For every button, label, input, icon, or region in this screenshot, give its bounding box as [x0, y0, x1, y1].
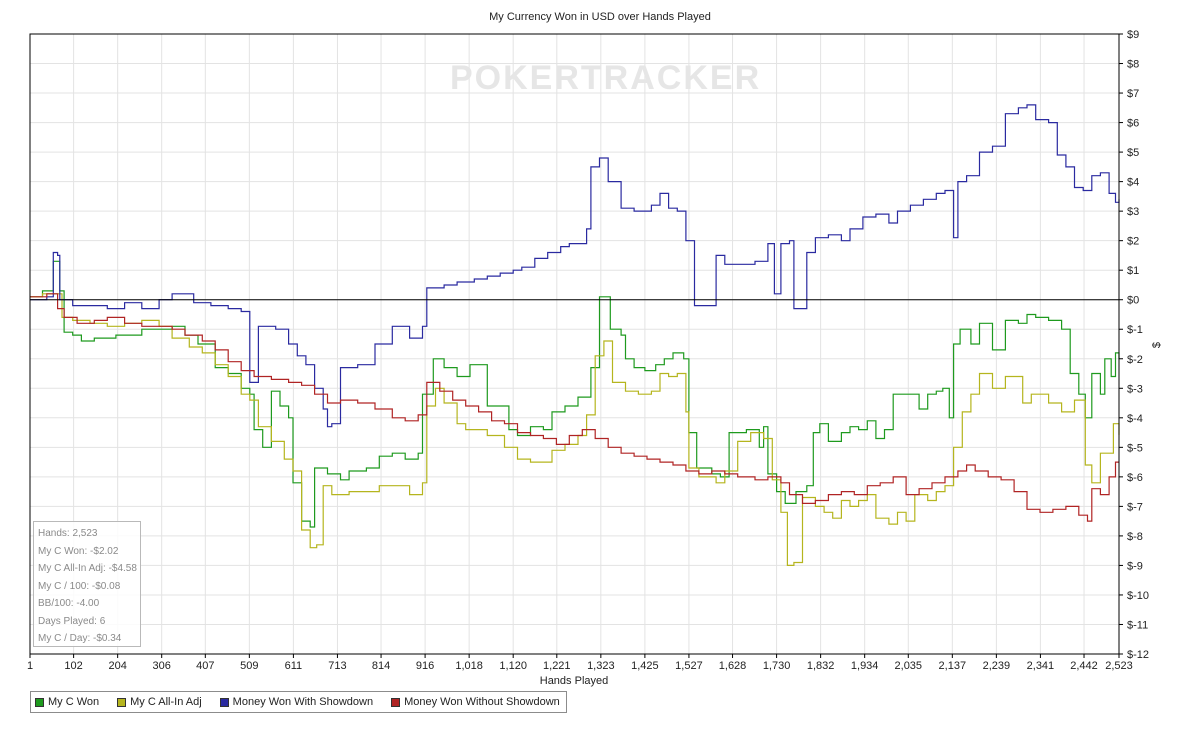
x-tick-label: 1,527: [675, 660, 703, 672]
x-tick-label: 2,523: [1105, 660, 1133, 672]
x-tick-label: 102: [64, 660, 82, 672]
x-tick-label: 916: [416, 660, 434, 672]
stats-line: My C / Day: -$0.34: [38, 633, 122, 644]
x-tick-label: 1,832: [807, 660, 835, 672]
x-tick-label: 611: [285, 660, 303, 672]
legend-label: My C All-In Adj: [130, 696, 202, 708]
x-tick-label: 2,442: [1070, 660, 1098, 672]
y-tick-label: $8: [1127, 59, 1139, 71]
legend-item[interactable]: My C All-In Adj: [117, 696, 202, 708]
y-tick-label: $6: [1127, 118, 1139, 130]
y-tick-label: $4: [1127, 177, 1139, 189]
y-tick-label: $0: [1127, 295, 1139, 307]
legend-item[interactable]: My C Won: [35, 696, 99, 708]
x-tick-label: 814: [372, 660, 390, 672]
x-tick-label: 204: [108, 660, 126, 672]
x-tick-label: 1,628: [719, 660, 747, 672]
legend: My C Won My C All-In Adj Money Won With Sh…: [30, 691, 567, 713]
series-line-my-c-won: [30, 260, 1120, 528]
legend-swatch: [35, 697, 44, 707]
x-tick-label: 2,035: [895, 660, 923, 672]
x-tick-label: 1: [27, 660, 33, 672]
series-line-money-won-with-showdown: [30, 104, 1120, 428]
x-axis-label: Hands Played: [540, 675, 609, 687]
stats-line: Days Played: 6: [38, 615, 106, 627]
stats-line: BB/100: -4.00: [38, 598, 100, 609]
y-tick-label: $-11: [1127, 619, 1148, 631]
legend-item[interactable]: Money Won With Showdown: [219, 696, 374, 708]
plot-frame: [29, 33, 1120, 655]
legend-swatch: [117, 697, 127, 707]
x-tick-label: 1,934: [851, 660, 879, 672]
y-tick-label: $-2: [1127, 354, 1143, 366]
y-tick-label: $-9: [1127, 560, 1143, 572]
legend-item[interactable]: Money Won Without Showdown: [391, 696, 560, 708]
y-tick-label: $5: [1127, 147, 1139, 159]
y-axis-label: $: [1151, 342, 1163, 348]
legend-label: My C Won: [48, 696, 100, 708]
y-tick-label: $-12: [1127, 649, 1149, 661]
stats-line: My C All-In Adj: -$4.58: [38, 563, 137, 574]
x-tick-label: 509: [240, 660, 258, 672]
y-tick-label: $-10: [1127, 590, 1149, 602]
stats-box: Hands: 2,523 My C Won: -$2.02 My C All-In …: [33, 521, 141, 647]
legend-label: Money Won With Showdown: [232, 696, 374, 708]
y-tick-label: $-3: [1127, 383, 1143, 395]
stats-line: My C Won: -$2.02: [38, 545, 119, 557]
stats-line: My C / 100: -$0.08: [38, 580, 121, 592]
x-tick-label: 713: [328, 660, 346, 672]
x-tick-label: 1,425: [631, 660, 659, 672]
stats-line: Hands: 2,523: [38, 528, 98, 539]
y-tick-label: $-7: [1127, 501, 1143, 513]
legend-swatch: [391, 697, 401, 707]
watermark-logo: POKERTRACKER: [450, 59, 761, 97]
y-axis: $9 $8 $7 $6 $5 $4 $3 $2 $1 $0 $-1 $-2 $-3 $-4 $-5 $-6 $-…: [1119, 29, 1149, 661]
x-tick-label: 2,341: [1027, 660, 1055, 672]
y-tick-label: $-6: [1127, 472, 1143, 484]
series-line-my-c-all-in-adj: [30, 293, 1120, 566]
x-axis: 1 102 204 306 407 509 611 713 814 916 1,018 1,120 1,…: [27, 654, 1133, 672]
x-tick-label: 407: [196, 660, 214, 672]
legend-label: Money Won Without Showdown: [404, 696, 560, 708]
x-tick-label: 1,730: [763, 660, 791, 672]
x-tick-label: 2,239: [983, 660, 1011, 672]
series-lines: [30, 104, 1120, 566]
y-tick-label: $2: [1127, 236, 1139, 248]
y-tick-label: $9: [1127, 29, 1139, 41]
y-tick-label: $1: [1127, 265, 1139, 277]
y-tick-label: $7: [1127, 88, 1139, 100]
x-tick-label: 1,018: [455, 660, 483, 672]
y-tick-label: $-8: [1127, 531, 1143, 543]
x-tick-label: 1,323: [587, 660, 615, 672]
y-tick-label: $-5: [1127, 442, 1143, 454]
x-tick-label: 306: [153, 660, 171, 672]
y-tick-label: $-4: [1127, 413, 1143, 425]
legend-swatch: [219, 697, 229, 707]
x-tick-label: 1,120: [499, 660, 527, 672]
series-line-money-won-without-showdown: [30, 293, 1119, 522]
chart-title: My Currency Won in USD over Hands Played: [489, 11, 711, 23]
y-tick-label: $-1: [1127, 324, 1143, 336]
x-tick-label: 1,221: [543, 660, 571, 672]
y-tick-label: $3: [1127, 206, 1139, 218]
x-tick-label: 2,137: [939, 660, 967, 672]
